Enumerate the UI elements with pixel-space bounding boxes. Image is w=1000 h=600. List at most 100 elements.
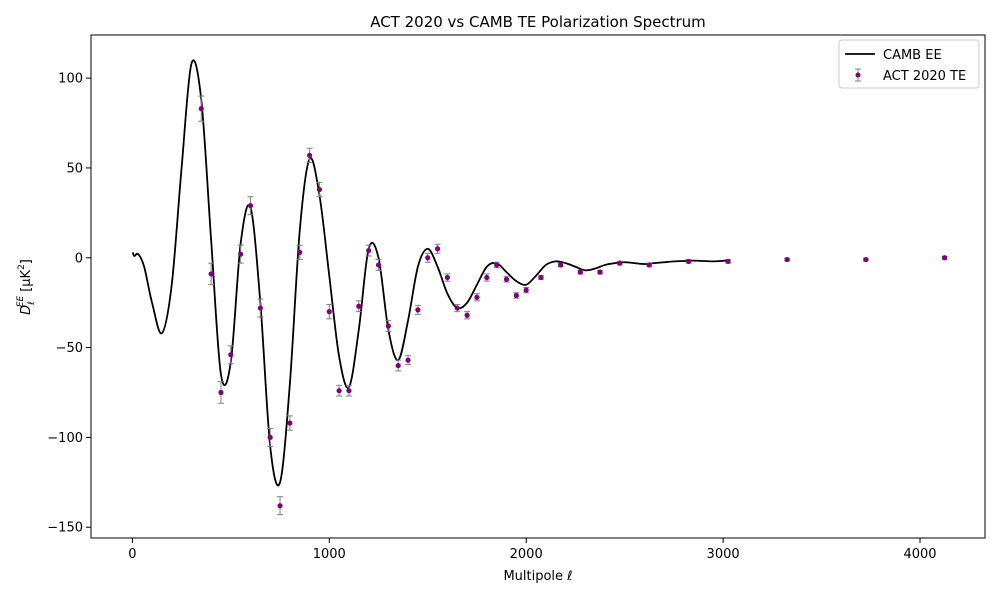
act-data-point	[503, 276, 510, 283]
x-tick-label: 2000	[510, 547, 543, 562]
act-data-point	[862, 256, 869, 263]
act-data-point	[395, 359, 402, 372]
x-axis-label: Multipole ℓ	[503, 569, 572, 584]
chart-title: ACT 2020 vs CAMB TE Polarization Spectru…	[370, 13, 706, 31]
legend: CAMB EE ACT 2020 TE	[838, 39, 980, 89]
data-marker	[277, 503, 283, 509]
act-data-point	[267, 427, 274, 447]
act-data-point	[336, 384, 343, 397]
act-data-point	[277, 496, 284, 516]
x-tick-label: 3000	[707, 547, 740, 562]
act-data-point	[247, 196, 254, 216]
data-marker	[434, 246, 441, 252]
data-marker	[513, 292, 519, 299]
y-tick-label: 0	[75, 251, 83, 266]
act-data-point	[405, 355, 412, 366]
y-axis-label: DℓEE[μK2]	[16, 259, 37, 315]
y-tick-label: 50	[66, 161, 83, 176]
plot-frame	[90, 34, 986, 539]
y-tick-label: −100	[47, 431, 83, 446]
data-marker	[228, 352, 234, 358]
data-marker	[198, 106, 204, 112]
act-data-point	[217, 381, 224, 404]
data-marker	[617, 260, 623, 266]
data-marker	[346, 388, 352, 394]
act-data-point	[198, 95, 205, 122]
data-marker	[784, 256, 790, 263]
act-data-point	[345, 384, 352, 397]
act-data-point	[306, 147, 313, 164]
y-axis: −150 −100 −50 0 50 100	[47, 72, 91, 536]
act-data-point	[227, 345, 234, 365]
data-marker	[863, 256, 869, 263]
act-data-point	[464, 311, 471, 320]
data-marker	[646, 262, 652, 268]
legend-box	[838, 39, 980, 89]
data-marker	[405, 357, 411, 363]
legend-label-data: ACT 2020 TE	[883, 69, 966, 84]
data-marker	[366, 247, 372, 254]
x-axis: 0 1000 2000 3000 4000	[128, 538, 937, 562]
act-data-point	[424, 252, 431, 263]
data-marker	[415, 307, 421, 313]
data-marker	[454, 305, 460, 311]
data-marker	[247, 203, 254, 209]
data-marker	[942, 255, 948, 261]
act-data-point	[557, 262, 564, 268]
act-data-point	[257, 298, 264, 318]
data-marker	[686, 258, 692, 264]
y-tick-label: 100	[58, 72, 83, 87]
act-data-point	[646, 262, 653, 268]
legend-label-model: CAMB EE	[883, 48, 942, 63]
data-marker	[597, 269, 603, 275]
act-data-point	[355, 300, 362, 313]
data-marker	[425, 255, 431, 261]
act-data-point	[326, 303, 333, 320]
plot-area	[131, 59, 948, 516]
data-marker	[287, 420, 293, 426]
data-marker	[725, 258, 731, 264]
data-marker	[316, 186, 323, 193]
y-tick-label: −150	[47, 521, 83, 536]
data-marker	[306, 152, 313, 158]
legend-errorbar-swatch	[855, 68, 861, 82]
data-marker	[375, 262, 382, 268]
data-marker	[464, 312, 470, 318]
act-data-point	[414, 304, 421, 315]
act-data-point	[473, 293, 480, 302]
act-data-point	[941, 255, 948, 261]
act-data-point	[725, 258, 732, 264]
data-marker	[538, 274, 544, 281]
data-marker	[356, 303, 362, 309]
act-data-point	[784, 256, 791, 263]
act-data-point	[385, 320, 392, 332]
data-marker	[577, 269, 583, 275]
data-marker	[297, 249, 303, 255]
data-marker	[326, 309, 332, 315]
act-data-point	[365, 244, 372, 257]
camb-ee-line	[131, 59, 730, 487]
act-data-point	[296, 244, 303, 261]
act-data-point	[454, 303, 461, 313]
act-data-point	[523, 286, 530, 294]
act-data-point	[483, 273, 490, 282]
act-data-point	[375, 259, 382, 271]
act-data-point	[537, 274, 544, 281]
x-tick-label: 0	[128, 547, 136, 562]
act-data-point	[208, 262, 215, 286]
data-marker	[558, 262, 564, 268]
data-marker	[267, 434, 273, 440]
y-tick-label: −50	[56, 341, 83, 356]
x-tick-label: 4000	[903, 547, 936, 562]
act-data-point	[444, 273, 451, 282]
data-marker	[484, 274, 490, 281]
data-marker	[523, 287, 529, 293]
act-data-point	[286, 415, 293, 431]
data-marker	[208, 271, 214, 277]
act-data-point	[597, 269, 604, 275]
data-marker	[494, 262, 500, 268]
data-marker	[474, 294, 480, 300]
data-marker	[385, 323, 391, 329]
act-data-point	[577, 269, 584, 275]
